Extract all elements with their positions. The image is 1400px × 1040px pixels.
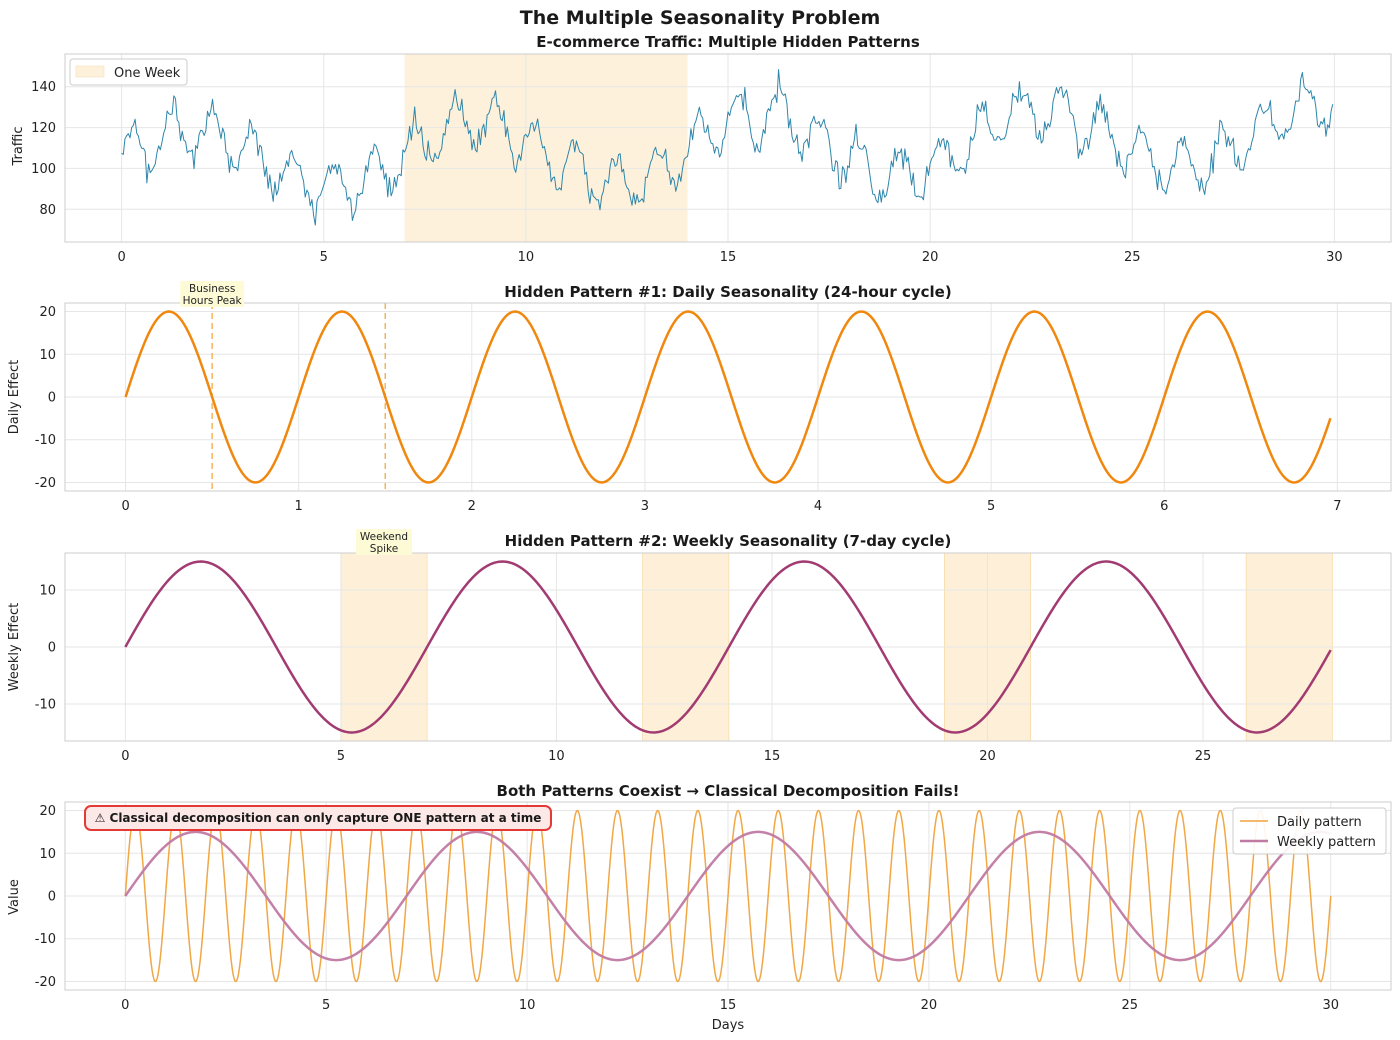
panel-daily-ytick-label: 10 (39, 348, 56, 363)
panel-traffic-ylabel: Traffic (11, 126, 26, 166)
panel-combined-xlabel: Days (712, 1018, 745, 1033)
panel-weekly-xtick-label: 25 (1195, 749, 1212, 764)
panel-weekly-ylabel: Weekly Effect (7, 603, 22, 691)
legend-label-weekly: Weekly pattern (1277, 835, 1376, 850)
panel-weekly-weekly-line (124, 560, 1332, 734)
panel-combined-xtick-label: 25 (1122, 998, 1139, 1013)
panel-combined-xtick-label: 30 (1322, 998, 1339, 1013)
panel-combined-daily-pattern-line (124, 809, 1332, 983)
legend-label-daily: Daily pattern (1277, 815, 1362, 830)
legend-box (1232, 807, 1387, 855)
panel-daily-xtick-label: 4 (814, 499, 822, 514)
panel-combined-xtick-label: 15 (720, 998, 737, 1013)
panel-daily-frame (64, 302, 1392, 492)
panel-weekly-annotation-text: Weekend (360, 531, 408, 543)
panel-weekly-xtick-label: 15 (764, 749, 781, 764)
panel-daily-ytick-label: -10 (35, 433, 56, 448)
panel-weekly: Hidden Pattern #2: Weekly Seasonality (7… (7, 529, 1392, 764)
panel-daily-daily-line (124, 310, 1332, 484)
panel-traffic-ytick-label: 100 (31, 162, 56, 177)
figure-suptitle: The Multiple Seasonality Problem (520, 7, 881, 29)
panel-daily-ytick-label: 20 (39, 305, 56, 320)
warning-text: ⚠ Classical decomposition can only captu… (95, 811, 542, 825)
warning-box (84, 805, 552, 831)
panel-traffic-ytick-label: 140 (31, 80, 56, 95)
panel-daily-annotation-text: Business (189, 283, 235, 295)
panel-daily-xtick-label: 7 (1333, 499, 1341, 514)
panel-weekly-title: Hidden Pattern #2: Weekly Seasonality (7… (505, 532, 952, 550)
panel-combined-ytick-label: -20 (35, 975, 56, 990)
panel-combined-xtick-label: 20 (921, 998, 938, 1013)
panel-combined: Both Patterns Coexist → Classical Decomp… (7, 782, 1392, 1033)
panel-weekly-annotation-text: Spike (370, 543, 398, 555)
panel-traffic-xtick-label: 30 (1326, 250, 1343, 265)
panel-combined-xtick-label: 10 (519, 998, 536, 1013)
panel-daily-annotation-box (180, 281, 245, 307)
panel-combined-ylabel: Value (7, 879, 22, 915)
panel-traffic-ytick-label: 80 (39, 203, 56, 218)
panel-weekly-frame (64, 552, 1392, 742)
panel-traffic: E-commerce Traffic: Multiple Hidden Patt… (11, 33, 1392, 265)
panel-traffic-frame (64, 53, 1392, 243)
panel-combined-xtick-label: 5 (322, 998, 330, 1013)
panel-daily-xtick-label: 2 (468, 499, 476, 514)
panel-daily-title: Hidden Pattern #1: Daily Seasonality (24… (504, 283, 951, 301)
panel-combined-ytick-label: 10 (39, 847, 56, 862)
panel-traffic-ytick-label: 120 (31, 121, 56, 136)
panel-traffic-traffic-line (121, 69, 1334, 226)
panel-combined-ytick-label: 20 (39, 804, 56, 819)
panel-weekly-xtick-label: 5 (337, 749, 345, 764)
panel-traffic-xtick-label: 15 (720, 250, 737, 265)
panel-combined-xtick-label: 0 (121, 998, 129, 1013)
panel-daily-xtick-label: 3 (641, 499, 649, 514)
legend-label-one-week: One Week (114, 66, 181, 81)
panel-traffic-xtick-label: 5 (320, 250, 328, 265)
panel-weekly-ytick-label: 0 (48, 641, 56, 656)
panel-traffic-one-week-band (404, 54, 688, 242)
panel-combined-ytick-label: -10 (35, 932, 56, 947)
panel-combined-warning: ⚠ Classical decomposition can only captu… (84, 805, 552, 831)
panel-traffic-xtick-label: 0 (117, 250, 125, 265)
panel-combined-frame (64, 801, 1392, 991)
panel-daily-ytick-label: 0 (48, 391, 56, 406)
panel-traffic-legend: One Week (69, 58, 188, 86)
panel-weekly-ytick-label: 10 (39, 584, 56, 599)
panel-weekly-annotation-box (355, 529, 412, 555)
panel-traffic-xtick-label: 20 (922, 250, 939, 265)
panel-weekly-ytick-label: -10 (35, 697, 56, 712)
panel-combined-ytick-label: 0 (48, 890, 56, 905)
panel-combined-weekly-pattern-line (124, 830, 1332, 962)
legend-swatch-one-week (75, 65, 105, 78)
panel-daily: Hidden Pattern #1: Daily Seasonality (24… (7, 281, 1392, 514)
panel-combined-legend: Daily pattern Weekly pattern (1232, 807, 1387, 855)
panel-daily-annotation-text: Hours Peak (183, 295, 243, 307)
panel-daily-xtick-label: 0 (121, 499, 129, 514)
panel-weekly-xtick-label: 10 (548, 749, 565, 764)
panel-combined-title: Both Patterns Coexist → Classical Decomp… (497, 782, 960, 800)
panel-daily-ytick-label: -20 (35, 476, 56, 491)
panel-daily-xtick-label: 6 (1160, 499, 1168, 514)
panel-daily-xtick-label: 1 (295, 499, 303, 514)
panel-weekly-xtick-label: 0 (121, 749, 129, 764)
panel-daily-ylabel: Daily Effect (7, 360, 22, 434)
panel-traffic-xtick-label: 25 (1124, 250, 1141, 265)
panel-daily-xtick-label: 5 (987, 499, 995, 514)
panel-traffic-xtick-label: 10 (518, 250, 535, 265)
legend-box (69, 58, 188, 86)
panel-weekly-xtick-label: 20 (979, 749, 996, 764)
panel-traffic-title: E-commerce Traffic: Multiple Hidden Patt… (536, 33, 920, 51)
